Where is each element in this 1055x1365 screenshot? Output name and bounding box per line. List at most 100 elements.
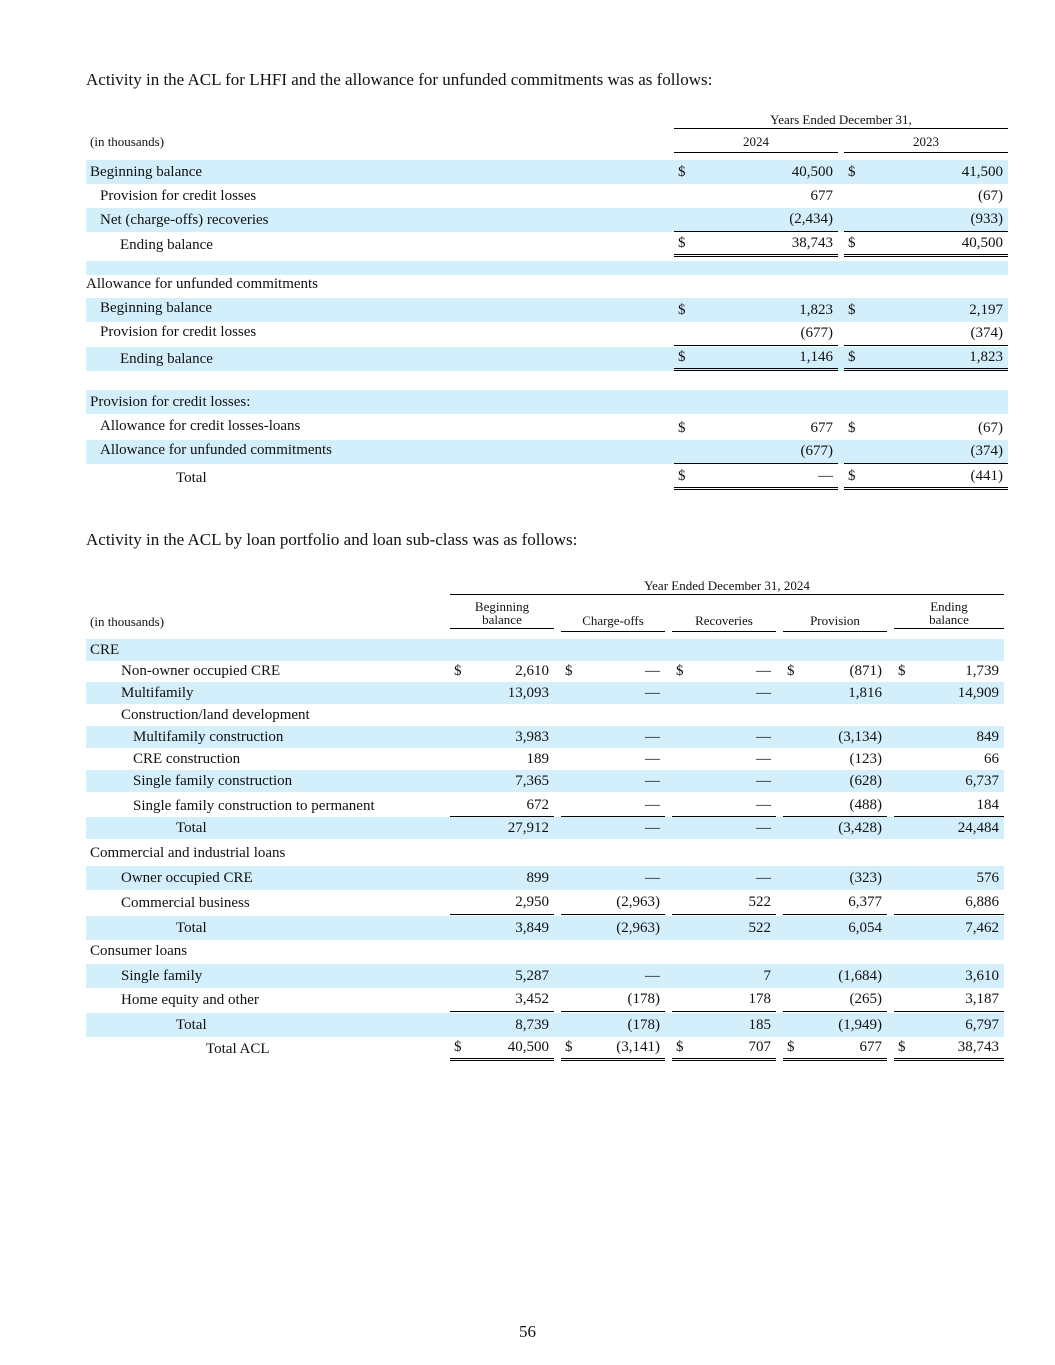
period-header: Years Ended December 31, (770, 112, 912, 127)
row-label: Ending balance (120, 236, 213, 253)
provision-cell: (323) (783, 866, 887, 890)
value: 677 (810, 187, 834, 204)
value: 7,462 (965, 919, 999, 936)
charge-offs-cell: — (561, 817, 665, 839)
value: 178 (748, 991, 772, 1007)
section-header-row: Commercial and industrial loans (86, 841, 1004, 865)
table-row: Owner occupied CRE 899 — — (323) 576 (86, 866, 1004, 890)
charge-offs-cell: (178) (561, 988, 665, 1012)
period-header-rule (450, 594, 1004, 595)
dollar-sign: $ (678, 301, 686, 318)
dollar-sign: $ (678, 349, 686, 365)
value-2023: $40,500 (844, 233, 1008, 257)
section-header-row: Consumer loans (86, 939, 1004, 963)
row-label: Net (charge-offs) recoveries (100, 211, 269, 228)
dollar-sign: $ (676, 662, 684, 679)
value: — (645, 869, 660, 886)
value-2023: (933) (844, 208, 1008, 232)
value: 849 (976, 728, 1000, 745)
table-row: Provision for credit losses 677 (67) (86, 184, 1008, 208)
value: (374) (970, 443, 1004, 459)
column-header-line: Ending (930, 599, 968, 614)
table-row: Home equity and other 3,452 (178) 178 (265) 3… (86, 988, 1004, 1012)
value: 672 (526, 797, 550, 813)
row-label: Home equity and other (121, 991, 259, 1008)
value: 8,739 (515, 1016, 549, 1033)
value: 6,377 (848, 894, 882, 910)
value-2024: $1,823 (674, 298, 838, 322)
value: (2,963) (616, 919, 660, 936)
table-row: Total 27,912 — — (3,428) 24,484 (86, 817, 1004, 839)
value: 677 (859, 1039, 883, 1055)
row-label: Allowance for unfunded commitments (100, 441, 333, 458)
value: (178) (627, 991, 661, 1007)
row-label: Commercial business (121, 894, 250, 911)
table-row: Allowance for unfunded commitments (677)… (86, 440, 1008, 464)
value: (1,949) (838, 1016, 882, 1033)
table-row: Multifamily construction 3,983 — — (3,134) 84… (86, 726, 1004, 748)
value: 38,743 (957, 1039, 999, 1055)
section-header-row: Allowance for unfunded commitments (86, 272, 1008, 296)
beginning-balance-cell: 3,452 (450, 988, 554, 1012)
value: 27,912 (507, 819, 549, 836)
ending-balance-cell: 6,797 (894, 1013, 1004, 1037)
value: (67) (978, 187, 1003, 204)
dollar-sign: $ (676, 1039, 684, 1055)
table-row: Total $ — $ (441) (86, 466, 1008, 490)
beginning-balance-cell: $2,610 (450, 660, 554, 682)
dollar-sign: $ (787, 662, 795, 679)
value: — (756, 819, 771, 836)
dollar-sign: $ (678, 163, 686, 180)
row-label: Allowance for credit losses-loans (100, 417, 301, 434)
value: — (756, 772, 771, 789)
value-2024: (677) (674, 322, 838, 346)
row-label: Beginning balance (90, 163, 203, 180)
recoveries-cell: — (672, 682, 776, 704)
value: 677 (810, 419, 834, 436)
provision-cell: (488) (783, 795, 887, 817)
row-label: Provision for credit losses (100, 187, 257, 204)
value: 3,983 (515, 728, 549, 745)
provision-cell: 6,377 (783, 891, 887, 915)
row-label: Total ACL (206, 1040, 270, 1057)
value: 6,737 (965, 772, 999, 789)
value: (677) (800, 325, 834, 341)
dollar-sign: $ (678, 235, 686, 251)
beginning-balance-cell: 7,365 (450, 770, 554, 792)
value: 3,610 (965, 967, 999, 984)
value: 5,287 (515, 967, 549, 984)
row-label: Multifamily (121, 684, 194, 701)
recoveries-cell: $707 (672, 1037, 776, 1061)
provision-cell: (123) (783, 748, 887, 770)
value: 40,500 (961, 235, 1003, 251)
value: 707 (748, 1039, 772, 1055)
table-row: Ending balance $1,146 $1,823 (86, 347, 1008, 371)
row-label: Total (176, 1016, 207, 1033)
row-label: Single family construction (133, 772, 293, 789)
charge-offs-cell: — (561, 682, 665, 704)
table-row: Single family 5,287 — 7 (1,684) 3,610 (86, 964, 1004, 988)
ending-balance-cell: $38,743 (894, 1037, 1004, 1061)
value: — (645, 662, 660, 679)
dollar-sign: $ (454, 662, 462, 679)
column-header-provision: Provision (783, 613, 887, 632)
charge-offs-cell: — (561, 770, 665, 792)
value: 1,146 (799, 349, 833, 365)
value: (178) (627, 1016, 661, 1033)
value: 899 (526, 869, 550, 886)
charge-offs-cell: — (561, 726, 665, 748)
value: (871) (849, 662, 883, 679)
column-header-recoveries: Recoveries (672, 613, 776, 632)
recoveries-cell: $ — (672, 660, 776, 682)
charge-offs-cell: (178) (561, 1013, 665, 1037)
value-2023: $41,500 (844, 160, 1008, 184)
table-row: Net (charge-offs) recoveries (2,434) (93… (86, 208, 1008, 232)
dollar-sign: $ (565, 1039, 573, 1055)
value: (3,428) (838, 819, 882, 836)
value: 189 (526, 750, 550, 767)
value: 2,197 (969, 301, 1003, 318)
charge-offs-cell: — (561, 748, 665, 770)
table-row: Single family construction to permanent 6… (86, 795, 1004, 817)
column-header-line: balance (482, 612, 522, 627)
dollar-sign: $ (565, 662, 573, 679)
